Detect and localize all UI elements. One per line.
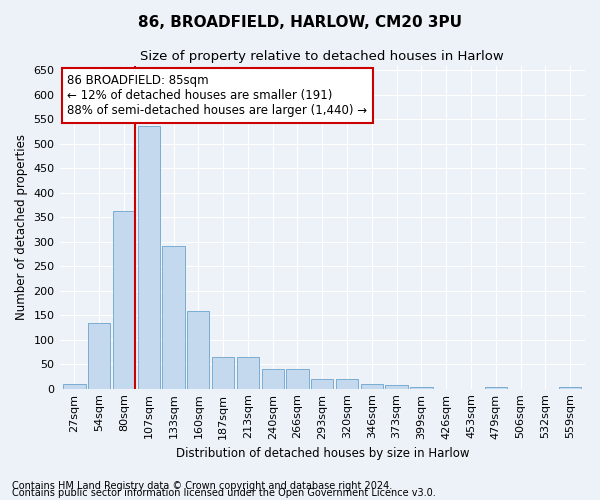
Text: 86 BROADFIELD: 85sqm
← 12% of detached houses are smaller (191)
88% of semi-deta: 86 BROADFIELD: 85sqm ← 12% of detached h… — [67, 74, 368, 116]
Text: Contains HM Land Registry data © Crown copyright and database right 2024.: Contains HM Land Registry data © Crown c… — [12, 481, 392, 491]
Bar — [187, 312, 209, 388]
Bar — [286, 369, 308, 388]
Bar — [262, 369, 284, 388]
Bar — [237, 357, 259, 388]
Text: Contains public sector information licensed under the Open Government Licence v3: Contains public sector information licen… — [12, 488, 436, 498]
Bar — [311, 379, 334, 388]
Title: Size of property relative to detached houses in Harlow: Size of property relative to detached ho… — [140, 50, 504, 63]
Bar — [163, 246, 185, 388]
Bar — [212, 357, 234, 388]
Bar — [385, 385, 408, 388]
X-axis label: Distribution of detached houses by size in Harlow: Distribution of detached houses by size … — [176, 447, 469, 460]
Bar — [361, 384, 383, 388]
Bar — [410, 386, 433, 388]
Text: 86, BROADFIELD, HARLOW, CM20 3PU: 86, BROADFIELD, HARLOW, CM20 3PU — [138, 15, 462, 30]
Bar — [559, 386, 581, 388]
Bar — [485, 386, 507, 388]
Bar — [63, 384, 86, 388]
Y-axis label: Number of detached properties: Number of detached properties — [15, 134, 28, 320]
Bar — [137, 126, 160, 388]
Bar — [88, 322, 110, 388]
Bar — [113, 212, 135, 388]
Bar — [336, 379, 358, 388]
